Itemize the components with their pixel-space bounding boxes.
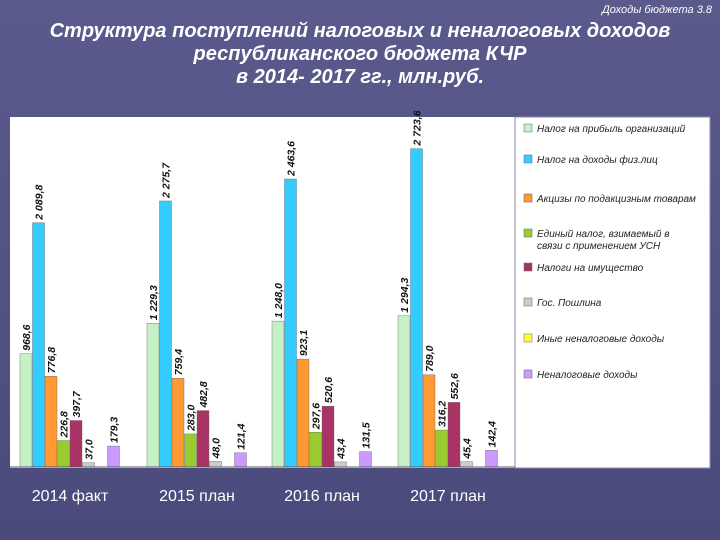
title-line-1: Структура поступлений налоговых и ненало… [49, 20, 671, 42]
data-label-5-3: 520,6 [323, 377, 335, 403]
data-label-6-2: 48,0 [211, 438, 223, 460]
bar-3-3 [296, 358, 310, 468]
data-label-2-3: 2 463,6 [286, 141, 298, 177]
data-label-3-4: 789,0 [424, 345, 436, 371]
header-note: Доходы бюджета 3.8 [602, 4, 712, 16]
legend-swatch-4 [523, 228, 533, 238]
slide-title: Структура поступлений налоговых и ненало… [0, 20, 720, 89]
bar-5-2 [196, 410, 210, 468]
bar-4-2 [184, 433, 197, 468]
bar-2-2 [159, 200, 172, 468]
bar-1-3 [271, 320, 285, 468]
bar-3-1 [44, 375, 58, 468]
category-label-1: 2014 факт [32, 488, 109, 505]
bar-5-1 [69, 420, 83, 468]
bar-2-4 [410, 148, 423, 468]
legend-swatch-1 [523, 123, 533, 133]
legend-label-1: Налог на прибыль организаций [537, 123, 686, 135]
data-label-1-3: 1 248,0 [273, 283, 285, 318]
bar-5-3 [321, 405, 335, 468]
legend-swatch-6 [523, 297, 533, 307]
bar-4-3 [309, 432, 322, 468]
bar-2-1 [32, 222, 45, 468]
bar-6-4 [460, 461, 473, 468]
data-label-2-1: 2 089,8 [34, 185, 46, 221]
data-label-3-3: 923,1 [298, 330, 310, 356]
data-label-4-4: 316,2 [437, 401, 449, 427]
data-label-5-4: 552,6 [449, 373, 461, 399]
data-label-2-2: 2 275,7 [161, 162, 173, 199]
legend-label-7: Иные неналоговые доходы [537, 334, 665, 345]
bar-6-2 [209, 461, 222, 468]
data-label-6-3: 43,4 [336, 438, 348, 460]
bar-3-4 [422, 374, 436, 468]
data-label-4-1: 226,8 [59, 411, 71, 438]
data-label-8-3: 131,5 [361, 422, 373, 448]
bar-6-3 [334, 461, 347, 468]
title-line-2: республиканского бюджета КЧР [193, 43, 527, 65]
legend-swatch-8 [523, 369, 533, 379]
data-label-5-2: 482,8 [198, 381, 210, 408]
data-label-4-3: 297,6 [311, 403, 323, 430]
data-label-2-4: 2 723,6 [412, 110, 424, 146]
bar-8-3 [359, 451, 372, 468]
data-label-1-4: 1 294,3 [399, 278, 411, 313]
category-label-3: 2016 план [284, 488, 360, 505]
bar-2-3 [284, 178, 297, 468]
bar-8-2 [234, 452, 247, 468]
title-line-3: в 2014- 2017 гг., млн.руб. [235, 66, 485, 88]
bar-6-1 [82, 462, 95, 468]
bar-1-2 [146, 323, 160, 468]
legend-label-4: Единый налог, взимаемый в связи с примене… [537, 229, 669, 252]
bar-3-2 [171, 378, 185, 468]
legend-swatch-7 [523, 333, 533, 343]
data-label-8-2: 121,4 [236, 423, 248, 449]
data-label-4-2: 283,0 [186, 404, 198, 431]
data-label-3-1: 776,8 [46, 347, 58, 373]
data-label-8-1: 179,3 [109, 417, 121, 443]
bar-4-1 [57, 440, 70, 468]
legend [514, 116, 711, 469]
bar-4-4 [435, 429, 448, 468]
data-label-6-1: 37,0 [84, 439, 96, 460]
legend-swatch-2 [523, 154, 533, 164]
category-label-4: 2017 план [410, 488, 486, 505]
bar-1-4 [397, 315, 411, 468]
legend-label-6: Гос. Пошлина [537, 298, 602, 309]
data-label-1-2: 1 229,3 [148, 285, 160, 320]
legend-label-3: Акцизы по подакцизным товарам [536, 194, 696, 205]
legend-label-5: Налоги на имущество [537, 263, 644, 274]
data-label-3-2: 759,4 [173, 349, 185, 375]
data-label-5-1: 397,7 [71, 390, 83, 417]
data-label-8-4: 142,4 [487, 421, 499, 447]
bar-1-1 [19, 353, 33, 468]
legend-label-2: Налог на доходы физ.лиц [537, 154, 658, 166]
data-label-6-4: 45,4 [462, 438, 474, 460]
bar-8-1 [107, 445, 120, 468]
bar-5-4 [447, 402, 461, 468]
bar-8-4 [485, 450, 498, 468]
legend-label-8: Неналоговые доходы [537, 370, 638, 381]
category-label-2: 2015 план [159, 488, 235, 505]
data-label-1-1: 968,6 [21, 324, 33, 350]
legend-swatch-5 [523, 262, 533, 272]
legend-swatch-3 [523, 193, 533, 203]
